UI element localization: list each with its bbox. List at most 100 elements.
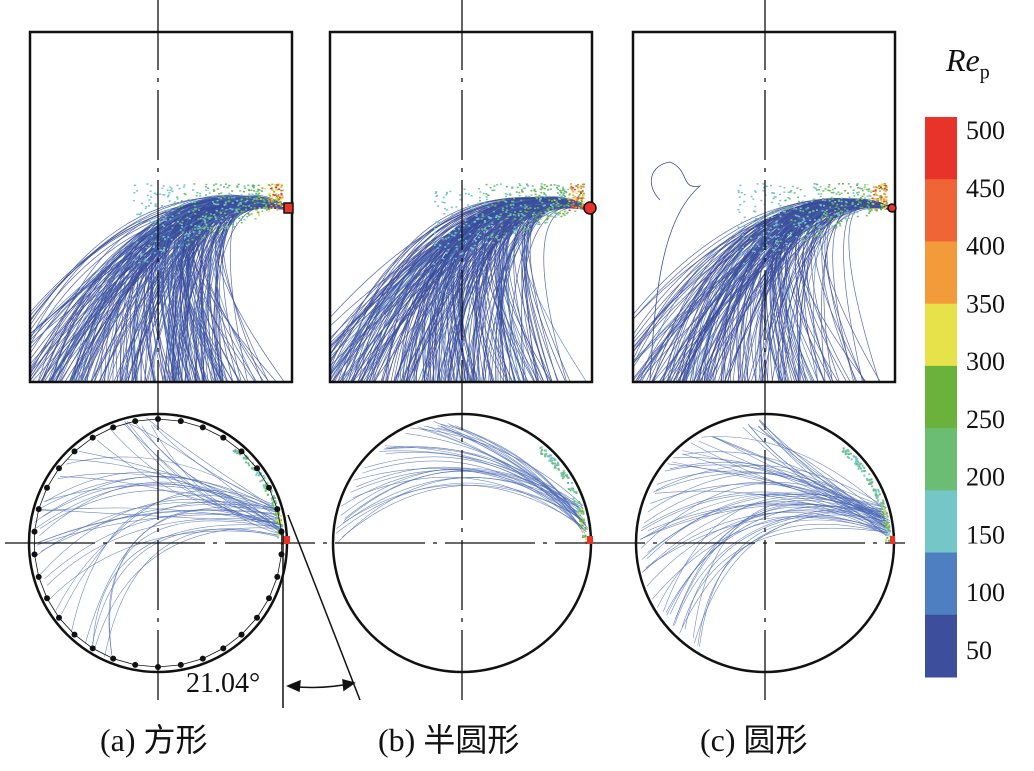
- speed-speckle: [561, 474, 563, 477]
- speed-speckle: [268, 208, 270, 210]
- speed-speckle: [525, 195, 528, 198]
- trajectory-line: [229, 198, 288, 382]
- speed-speckle: [785, 242, 788, 245]
- speed-speckle: [197, 228, 200, 230]
- speed-speckle: [263, 476, 266, 479]
- speed-speckle: [840, 220, 843, 223]
- speed-speckle: [202, 218, 205, 220]
- speed-speckle: [556, 184, 559, 187]
- speed-speckle: [581, 203, 584, 205]
- speed-speckle: [162, 235, 165, 238]
- speed-speckle: [443, 213, 446, 215]
- speed-speckle: [559, 211, 562, 213]
- speed-speckle: [258, 473, 261, 476]
- speed-speckle: [276, 184, 279, 187]
- speed-speckle: [234, 450, 237, 452]
- speed-speckle: [877, 488, 880, 491]
- speed-speckle: [436, 221, 439, 223]
- speed-speckle: [261, 210, 264, 212]
- speed-speckle: [493, 189, 496, 191]
- speed-speckle: [433, 263, 436, 265]
- speed-speckle: [133, 192, 136, 194]
- speed-speckle: [554, 216, 557, 218]
- speed-speckle: [866, 204, 869, 207]
- speed-speckle: [570, 487, 573, 490]
- speed-speckle: [755, 221, 758, 224]
- speed-speckle: [770, 201, 773, 204]
- speed-speckle: [448, 232, 451, 235]
- speed-speckle: [867, 188, 870, 190]
- speed-speckle: [582, 512, 585, 515]
- trajectory-line: [843, 201, 892, 382]
- trajectory-line: [407, 205, 589, 382]
- speed-speckle: [446, 192, 448, 194]
- trajectory-line: [30, 202, 288, 377]
- speed-speckle: [851, 203, 854, 205]
- speed-speckle: [876, 186, 879, 189]
- speed-speckle: [878, 194, 881, 197]
- speed-speckle: [245, 457, 248, 460]
- speed-speckle: [819, 204, 822, 207]
- speed-speckle: [265, 205, 267, 207]
- speed-speckle: [880, 185, 882, 188]
- speed-speckle: [820, 193, 823, 195]
- speed-speckle: [869, 483, 872, 485]
- speed-speckle: [861, 189, 864, 192]
- speed-speckle: [557, 188, 560, 190]
- speed-speckle: [138, 261, 141, 264]
- speed-speckle: [275, 188, 278, 190]
- speed-speckle: [223, 204, 226, 206]
- speed-speckle: [882, 513, 885, 516]
- speed-speckle: [863, 188, 866, 190]
- speed-speckle: [806, 215, 809, 218]
- speed-speckle: [526, 183, 528, 185]
- speed-speckle: [242, 190, 245, 193]
- speed-speckle: [580, 516, 583, 519]
- speed-speckle: [153, 192, 156, 195]
- speed-speckle: [838, 193, 841, 196]
- speed-speckle: [752, 198, 755, 200]
- speed-speckle: [751, 221, 754, 224]
- speed-speckle: [762, 189, 765, 192]
- speed-speckle: [823, 204, 825, 207]
- speed-speckle: [847, 217, 850, 219]
- trajectory-line: [543, 206, 589, 382]
- speed-speckle: [497, 215, 500, 218]
- speed-speckle: [577, 513, 580, 516]
- speed-speckle: [883, 189, 886, 191]
- speed-speckle: [512, 229, 515, 232]
- speed-speckle: [557, 463, 560, 466]
- speed-speckle: [582, 534, 584, 537]
- speed-speckle: [436, 247, 439, 249]
- speed-speckle: [558, 212, 561, 215]
- speed-speckle: [275, 186, 278, 189]
- speed-speckle: [824, 214, 827, 216]
- trajectory-line: [484, 197, 589, 382]
- speed-speckle: [863, 469, 866, 472]
- speed-speckle: [163, 246, 166, 249]
- speed-speckle: [567, 205, 570, 207]
- speed-speckle: [171, 243, 174, 245]
- speed-speckle: [264, 487, 267, 490]
- speed-speckle: [562, 470, 565, 473]
- speed-speckle: [545, 453, 548, 456]
- speed-speckle: [872, 203, 875, 205]
- speed-speckle: [281, 189, 284, 192]
- speed-speckle: [834, 209, 837, 212]
- speed-speckle: [278, 183, 281, 186]
- speed-speckle: [143, 260, 146, 262]
- speed-speckle: [209, 226, 212, 229]
- colorbar-tick-label: 350: [966, 289, 1005, 318]
- speed-speckle: [820, 230, 823, 232]
- cross-section-trajectory: [748, 425, 888, 519]
- speed-speckle: [178, 202, 181, 204]
- speed-speckle: [259, 480, 262, 483]
- speed-speckle: [221, 217, 224, 219]
- speed-speckle: [269, 185, 272, 187]
- speed-speckle: [150, 184, 153, 187]
- speed-speckle: [459, 238, 462, 240]
- speed-speckle: [565, 191, 568, 194]
- speed-speckle: [529, 220, 532, 222]
- speed-speckle: [764, 250, 767, 252]
- speed-speckle: [184, 236, 186, 239]
